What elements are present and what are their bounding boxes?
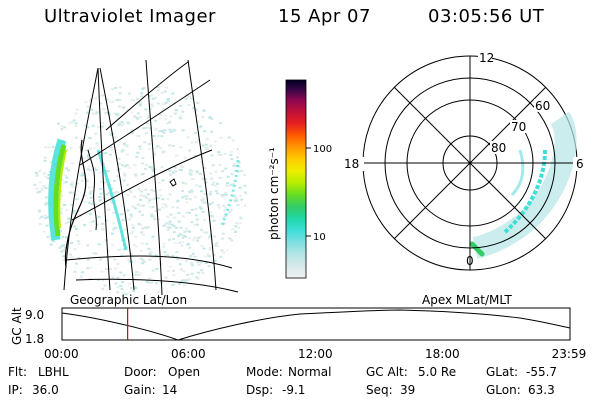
flt-key: Flt:: [8, 365, 27, 379]
right-panel-label: Apex MLat/MLT: [422, 293, 512, 307]
left-panel-label: Geographic Lat/Lon: [70, 293, 187, 307]
gain-key: Gain:: [124, 383, 156, 397]
glat-key: GLat:: [486, 365, 519, 379]
flt-value: LBHL: [38, 365, 69, 379]
colorbar: 100 10 photon cm⁻²s⁻¹: [267, 79, 332, 279]
polar-mlt-plot: 12 18 6 0 60 70 80: [342, 51, 585, 271]
geographic-globe-image: [33, 59, 247, 297]
dsp-key: Dsp:: [246, 383, 274, 397]
polar-ring-60: 60: [535, 99, 550, 113]
gc-alt-value: 5.0 Re: [418, 365, 457, 379]
timeline-ytick-low: 1.8: [25, 332, 44, 346]
polar-label-6: 6: [576, 157, 584, 171]
timeline-xtick: 23:59: [552, 347, 587, 361]
polar-label-12: 12: [479, 51, 494, 65]
timeline-xtick: 00:00: [44, 347, 79, 361]
ip-value: 36.0: [32, 383, 59, 397]
gc-alt-key: GC Alt:: [366, 365, 408, 379]
dsp-value: -9.1: [282, 383, 306, 397]
glon-key: GLon:: [486, 383, 521, 397]
seq-value: 39: [400, 383, 416, 397]
ip-key: IP:: [8, 383, 23, 397]
mode-value: Normal: [288, 365, 332, 379]
polar-ring-80: 80: [491, 141, 506, 155]
glat-value: -55.7: [526, 365, 558, 379]
time-label: 03:05:56 UT: [428, 6, 545, 27]
colorbar-tick-100: 100: [313, 144, 332, 155]
mode-key: Mode:: [246, 365, 283, 379]
glon-value: 63.3: [528, 383, 555, 397]
timeline-ytick-high: 9.0: [25, 308, 44, 322]
polar-ring-70: 70: [511, 120, 526, 134]
polar-label-18: 18: [344, 157, 359, 171]
timeline-ylabel: GC Alt: [10, 307, 24, 345]
date-label: 15 Apr 07: [278, 6, 371, 27]
app-title: Ultraviolet Imager: [44, 6, 216, 27]
seq-key: Seq:: [366, 383, 393, 397]
timeline-xtick: 12:00: [298, 347, 333, 361]
door-key: Door:: [124, 365, 157, 379]
gain-value: 14: [162, 383, 178, 397]
polar-label-0: 0: [466, 254, 474, 268]
timeline-xtick: 06:00: [171, 347, 206, 361]
altitude-timeline: GC Alt 9.0 1.8 00:00 06:00 12:00 18:00 23:59: [10, 307, 586, 361]
colorbar-label: photon cm⁻²s⁻¹: [267, 147, 281, 240]
colorbar-tick-10: 10: [313, 232, 326, 243]
door-value: Open: [168, 365, 201, 379]
timeline-xtick: 18:00: [425, 347, 460, 361]
